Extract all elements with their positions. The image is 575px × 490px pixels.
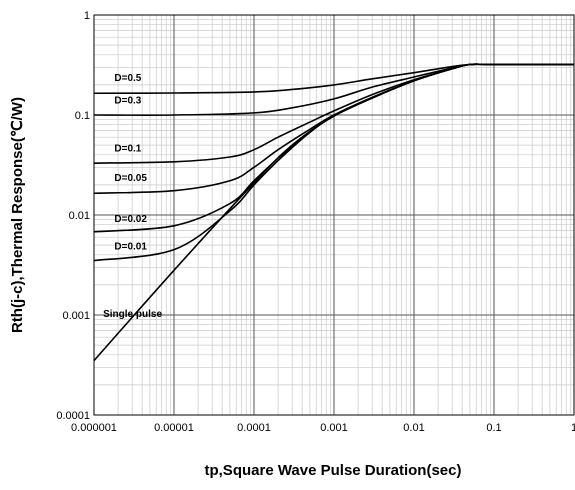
curve-label: D=0.5	[114, 73, 141, 84]
x-tick-label: 0.01	[403, 422, 424, 434]
x-tick-label: 1	[571, 422, 575, 434]
plot-frame	[93, 14, 575, 416]
grid	[93, 14, 575, 416]
y-tick-label: 0.01	[69, 210, 90, 222]
y-tick-label: 0.001	[62, 310, 90, 322]
y-axis-ticks: 0.0001 0.001 0.01 0.1 1	[56, 10, 90, 422]
x-tick-label: 0.0001	[237, 422, 271, 434]
curve-label: D=0.1	[114, 144, 141, 155]
curve-labels: D=0.5 D=0.3 D=0.1 D=0.05 D=0.02 D=0.01 Single …	[103, 73, 162, 320]
y-tick-label: 1	[84, 10, 90, 22]
y-axis-title: Rth(j-c),Thermal Response(℃/W)	[9, 97, 26, 333]
series-line-single-pulse	[93, 63, 574, 362]
curve-label: D=0.01	[114, 242, 147, 253]
series-layer	[93, 63, 574, 362]
x-tick-label: 0.000001	[71, 422, 117, 434]
curve-label: Single pulse	[103, 309, 162, 320]
x-axis-title: tp,Square Wave Pulse Duration(sec)	[204, 462, 461, 479]
x-tick-label: 0.1	[486, 422, 501, 434]
curve-label: D=0.02	[114, 214, 147, 225]
x-tick-label: 0.00001	[154, 422, 194, 434]
curve-label: D=0.05	[114, 173, 147, 184]
curve-label: D=0.3	[114, 96, 141, 107]
x-tick-label: 0.001	[320, 422, 348, 434]
y-tick-label: 0.1	[75, 110, 90, 122]
y-tick-label: 0.0001	[56, 410, 90, 422]
x-axis-ticks: 0.000001 0.00001 0.0001 0.001 0.01 0.1 1	[71, 422, 575, 434]
